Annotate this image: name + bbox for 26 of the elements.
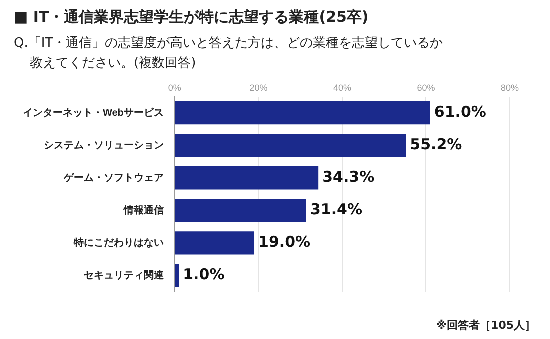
bar [175, 134, 406, 158]
y-tick-label: 情報通信 [122, 204, 164, 216]
bar [175, 199, 306, 222]
data-label: 61.0% [434, 102, 486, 121]
data-label: 31.4% [310, 200, 362, 219]
x-tick-label: 40% [333, 82, 352, 93]
x-tick-label: 60% [417, 82, 436, 93]
data-label: 1.0% [183, 266, 225, 284]
bar [175, 264, 180, 288]
x-tick-label: 0% [168, 82, 182, 93]
bar [175, 166, 319, 190]
y-tick-label: インターネット・Webサービス [22, 106, 164, 119]
y-tick-label: ゲーム・ソフトウェア [62, 172, 164, 184]
data-label: 55.2% [410, 135, 462, 154]
y-tick-label: システム・ソリューション [44, 140, 164, 152]
x-tick-label: 80% [500, 82, 520, 93]
x-tick-label: 20% [250, 82, 268, 93]
bar [175, 232, 255, 255]
bar [175, 101, 430, 125]
data-label: 19.0% [258, 233, 311, 252]
chart-title: ■ IT・通信業界志望学生が特に志望する業種(25卒) [14, 8, 369, 27]
y-tick-label: セキュリティ関連 [84, 269, 165, 282]
y-tick-label: 特にこだわりはない [72, 236, 164, 249]
text: ※回答者［105人］ [436, 318, 536, 333]
data-label: 34.3% [322, 168, 375, 186]
chart-subtitle: Q.「IT・通信」の志望度が高いと答えた方は、どの業種を志望しているか教えてください。(複数回答) [14, 35, 444, 73]
